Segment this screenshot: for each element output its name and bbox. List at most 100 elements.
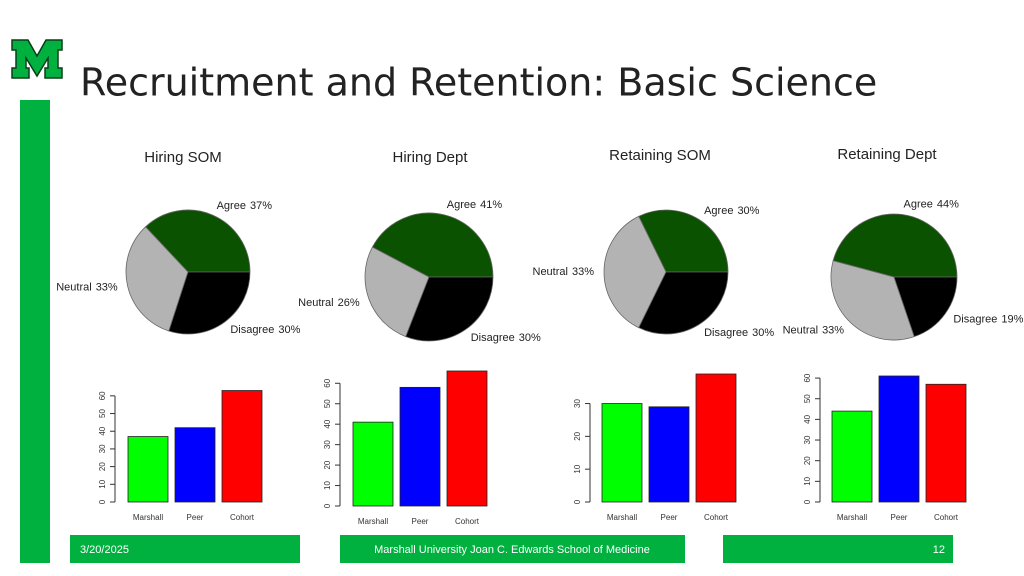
slice-category: Agree (704, 205, 733, 217)
chart-title: Retaining SOM (609, 147, 711, 164)
chart-title: Hiring SOM (144, 149, 222, 166)
bar (925, 383, 967, 503)
y-tick-label: 20 (98, 462, 107, 471)
slice-label: Agree 37% (217, 200, 273, 212)
bar (221, 390, 263, 503)
footer-center: Marshall University Joan C. Edwards Scho… (374, 544, 650, 556)
slice-value: 30% (278, 324, 300, 336)
slice-label: Agree 44% (904, 199, 960, 211)
slice-category: Neutral (783, 324, 818, 336)
footer-date: 3/20/2025 (80, 544, 129, 556)
slice-value: 44% (937, 199, 959, 211)
bar (601, 403, 643, 503)
pie-slice (405, 276, 494, 342)
slice-value: 30% (737, 205, 759, 217)
y-tick-label: 40 (803, 414, 812, 423)
y-tick-label: 50 (98, 409, 107, 418)
pie-slice (168, 271, 251, 335)
slice-category: Agree (904, 199, 933, 211)
slice-category: Neutral (533, 266, 568, 278)
x-tick-label: Cohort (704, 513, 729, 522)
y-tick-label: 60 (323, 378, 332, 387)
slice-value: 30% (752, 327, 774, 339)
bar (352, 421, 394, 507)
slice-category: Neutral (298, 297, 333, 309)
bar (174, 427, 216, 503)
slice-label: Disagree 30% (471, 332, 541, 344)
slice-category: Disagree (230, 324, 274, 336)
y-tick-label: 10 (323, 481, 332, 490)
y-tick-label: 0 (573, 499, 582, 504)
x-tick-label: Peer (412, 517, 429, 526)
x-tick-label: Marshall (837, 513, 867, 522)
pie-slice (830, 260, 915, 341)
y-tick-label: 30 (98, 444, 107, 453)
slice-label: Disagree 30% (230, 324, 300, 336)
bar (399, 386, 441, 507)
x-tick-label: Peer (891, 513, 908, 522)
slice-label: Disagree 19% (953, 313, 1023, 325)
slice-value: 33% (96, 282, 118, 294)
x-tick-label: Cohort (934, 513, 959, 522)
footer-box (340, 535, 685, 563)
slice-label: Neutral 33% (783, 324, 845, 336)
slice-category: Agree (447, 199, 476, 211)
pie-slice (371, 212, 494, 278)
slice-label: Disagree 30% (704, 327, 774, 339)
side-bar (20, 100, 50, 563)
footer-box (70, 535, 300, 563)
x-tick-label: Marshall (133, 513, 163, 522)
y-tick-label: 40 (98, 426, 107, 435)
pie-slice (125, 226, 189, 332)
y-tick-label: 0 (98, 499, 107, 504)
y-tick-label: 30 (323, 440, 332, 449)
y-tick-label: 30 (573, 399, 582, 408)
footer-page: 12 (933, 544, 945, 556)
slice-category: Disagree (471, 332, 515, 344)
slice-label: Neutral 33% (56, 282, 118, 294)
pie-slice (893, 276, 958, 338)
y-tick-label: 50 (803, 394, 812, 403)
x-tick-label: Peer (661, 513, 678, 522)
slice-value: 33% (572, 266, 594, 278)
slice-label: Agree 41% (447, 199, 503, 211)
y-tick-label: 40 (323, 419, 332, 428)
y-tick-label: 60 (803, 373, 812, 382)
y-tick-label: 20 (803, 456, 812, 465)
pie-slice (603, 215, 667, 329)
bar (831, 410, 873, 503)
bar (648, 406, 690, 503)
slice-category: Disagree (953, 313, 997, 325)
bar (127, 436, 169, 503)
pie-slice (638, 209, 729, 273)
pie-slice (144, 209, 251, 273)
x-tick-label: Cohort (230, 513, 255, 522)
logo (11, 39, 63, 79)
slice-value: 33% (822, 324, 844, 336)
y-tick-label: 30 (803, 435, 812, 444)
y-tick-label: 10 (573, 464, 582, 473)
y-tick-label: 20 (573, 431, 582, 440)
chart-title: Hiring Dept (392, 149, 468, 166)
slice-value: 37% (250, 200, 272, 212)
y-tick-label: 50 (323, 399, 332, 408)
y-tick-label: 10 (98, 479, 107, 488)
slice-label: Neutral 26% (298, 297, 360, 309)
pie-slice (364, 246, 430, 338)
slice-value: 19% (1001, 313, 1023, 325)
bar (878, 375, 920, 503)
chart-title: Retaining Dept (837, 146, 937, 163)
slice-category: Disagree (704, 327, 748, 339)
pie-slice (638, 271, 729, 335)
bar (446, 370, 488, 507)
slice-value: 26% (338, 297, 360, 309)
slice-category: Agree (217, 200, 246, 212)
y-tick-label: 10 (803, 476, 812, 485)
y-tick-label: 60 (98, 391, 107, 400)
x-tick-label: Cohort (455, 517, 480, 526)
x-tick-label: Marshall (358, 517, 388, 526)
slice-value: 41% (480, 199, 502, 211)
x-tick-label: Peer (187, 513, 204, 522)
